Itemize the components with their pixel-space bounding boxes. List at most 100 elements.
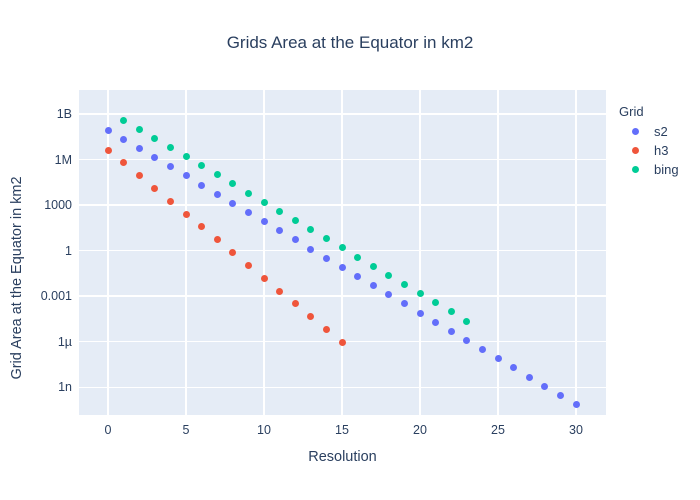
legend-item-h3[interactable]: h3 bbox=[619, 141, 679, 160]
h3-data-point[interactable] bbox=[322, 326, 330, 334]
y-gridline bbox=[79, 204, 606, 206]
s2-data-point[interactable] bbox=[338, 263, 346, 271]
y-gridline bbox=[79, 295, 606, 297]
bing-data-point[interactable] bbox=[213, 171, 221, 179]
x-gridline bbox=[419, 90, 421, 415]
x-gridline bbox=[575, 90, 577, 415]
s2-data-point[interactable] bbox=[494, 355, 502, 363]
x-gridline bbox=[185, 90, 187, 415]
s2-data-point[interactable] bbox=[525, 373, 533, 381]
s2-data-point[interactable] bbox=[510, 364, 518, 372]
bing-data-point[interactable] bbox=[463, 317, 471, 325]
s2-data-point[interactable] bbox=[198, 181, 206, 189]
y-gridline bbox=[79, 158, 606, 161]
x-tick-label: 10 bbox=[257, 423, 271, 437]
x-tick-label: 25 bbox=[491, 423, 505, 437]
h3-data-point[interactable] bbox=[166, 197, 174, 205]
bing-data-point[interactable] bbox=[447, 308, 455, 316]
bing-data-point[interactable] bbox=[432, 299, 440, 307]
s2-data-point[interactable] bbox=[244, 209, 252, 216]
s2-data-point[interactable] bbox=[556, 391, 564, 399]
h3-data-point[interactable] bbox=[260, 274, 268, 282]
s2-data-point[interactable] bbox=[104, 126, 112, 134]
h3-data-point[interactable] bbox=[135, 172, 143, 180]
bing-data-point[interactable] bbox=[400, 281, 408, 289]
h3-data-point[interactable] bbox=[198, 223, 206, 231]
s2-data-point[interactable] bbox=[151, 154, 159, 162]
bing-legend-marker-icon bbox=[632, 166, 639, 173]
s2-data-point[interactable] bbox=[276, 227, 284, 235]
h3-data-point[interactable] bbox=[182, 210, 190, 218]
legend: Grid s2 h3 bing bbox=[619, 104, 679, 179]
plot-area[interactable] bbox=[79, 90, 606, 415]
s2-data-point[interactable] bbox=[572, 400, 580, 408]
bing-data-point[interactable] bbox=[166, 143, 174, 151]
s2-data-point[interactable] bbox=[369, 282, 377, 290]
bing-data-point[interactable] bbox=[369, 262, 377, 270]
legend-item-bing[interactable]: bing bbox=[619, 160, 679, 179]
h3-data-point[interactable] bbox=[229, 249, 237, 257]
bing-data-point[interactable] bbox=[229, 180, 237, 188]
s2-data-point[interactable] bbox=[166, 163, 174, 171]
y-tick-label: 1n bbox=[58, 380, 72, 395]
bing-data-point[interactable] bbox=[307, 226, 315, 234]
x-gridline bbox=[107, 90, 109, 415]
h3-data-point[interactable] bbox=[213, 236, 221, 244]
bing-data-point[interactable] bbox=[182, 153, 190, 161]
s2-data-point[interactable] bbox=[541, 382, 549, 390]
s2-data-point[interactable] bbox=[182, 172, 190, 180]
s2-data-point[interactable] bbox=[385, 291, 393, 299]
h3-data-point[interactable] bbox=[276, 287, 284, 295]
x-gridline bbox=[263, 90, 265, 415]
s2-data-point[interactable] bbox=[478, 346, 486, 354]
h3-data-point[interactable] bbox=[338, 338, 346, 346]
y-gridline bbox=[79, 386, 606, 388]
y-tick-label: 1µ bbox=[57, 334, 72, 349]
bing-data-point[interactable] bbox=[151, 134, 159, 142]
h3-data-point[interactable] bbox=[120, 159, 128, 167]
bing-data-point[interactable] bbox=[354, 253, 362, 261]
h3-legend-marker-icon bbox=[632, 147, 639, 154]
bing-data-point[interactable] bbox=[338, 244, 346, 252]
x-gridline bbox=[341, 90, 343, 415]
bing-data-point[interactable] bbox=[135, 125, 143, 133]
s2-data-point[interactable] bbox=[354, 272, 362, 280]
bing-data-point[interactable] bbox=[385, 271, 393, 279]
h3-data-point[interactable] bbox=[244, 261, 252, 269]
s2-data-point[interactable] bbox=[416, 309, 424, 317]
bing-data-point[interactable] bbox=[291, 217, 299, 225]
x-tick-label: 15 bbox=[335, 423, 349, 437]
s2-data-point[interactable] bbox=[291, 236, 299, 244]
bing-data-point[interactable] bbox=[416, 290, 424, 298]
bing-data-point[interactable] bbox=[244, 189, 252, 197]
s2-data-point[interactable] bbox=[400, 300, 408, 308]
bing-data-point[interactable] bbox=[276, 207, 284, 215]
h3-data-point[interactable] bbox=[307, 313, 315, 321]
y-tick-label: 1M bbox=[54, 152, 72, 167]
h3-data-point[interactable] bbox=[104, 146, 112, 154]
x-tick-label: 20 bbox=[413, 423, 427, 437]
s2-data-point[interactable] bbox=[260, 218, 268, 226]
s2-data-point[interactable] bbox=[447, 327, 455, 335]
legend-title: Grid bbox=[619, 104, 644, 119]
bing-data-point[interactable] bbox=[120, 116, 128, 124]
s2-data-point[interactable] bbox=[432, 318, 440, 326]
s2-data-point[interactable] bbox=[322, 254, 330, 262]
s2-data-point[interactable] bbox=[213, 190, 221, 198]
s2-data-point[interactable] bbox=[463, 336, 471, 344]
bing-data-point[interactable] bbox=[260, 198, 268, 206]
s2-data-point[interactable] bbox=[135, 145, 143, 153]
h3-data-point[interactable] bbox=[151, 184, 159, 192]
x-gridline bbox=[497, 90, 499, 415]
h3-data-point[interactable] bbox=[291, 300, 299, 308]
bing-data-point[interactable] bbox=[322, 235, 330, 243]
s2-data-point[interactable] bbox=[307, 245, 315, 253]
s2-data-point[interactable] bbox=[120, 135, 128, 143]
s2-data-point[interactable] bbox=[229, 199, 237, 207]
bing-data-point[interactable] bbox=[198, 162, 206, 170]
legend-label: bing bbox=[654, 162, 679, 177]
y-tick-label: 1000 bbox=[44, 198, 72, 213]
x-tick-label: 5 bbox=[182, 423, 190, 437]
legend-item-s2[interactable]: s2 bbox=[619, 122, 679, 141]
